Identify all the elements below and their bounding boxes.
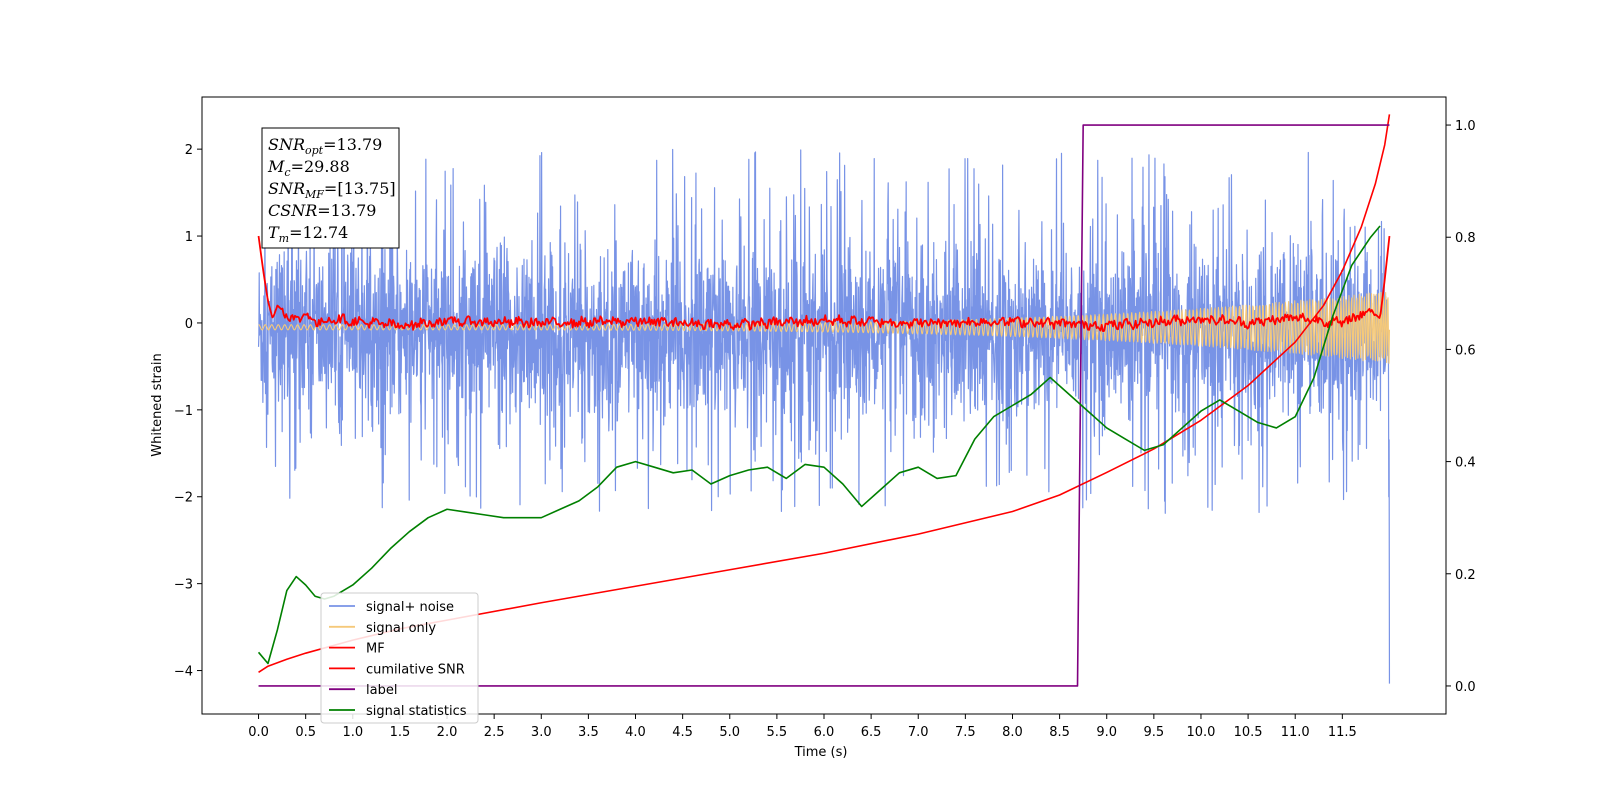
x-tick-label: 5.5 (767, 725, 788, 740)
x-tick-label: 9.5 (1144, 725, 1165, 740)
annotation-line: SNRMF=[13.75] (268, 179, 396, 201)
annotation-line: Mc=29.88 (267, 157, 350, 179)
y-tick-label: −3 (174, 578, 193, 593)
x-tick-label: 2.0 (437, 725, 458, 740)
x-tick-label: 6.0 (814, 725, 835, 740)
y-right-tick-label: 0.2 (1455, 568, 1476, 583)
y-right-tick-label: 0.4 (1455, 456, 1476, 471)
legend-label: signal+ noise (366, 600, 454, 615)
y-tick-label: 0 (185, 317, 193, 332)
legend: signal+ noise signal only MF cumilative SNR… (320, 592, 479, 724)
y-tick-label: −4 (174, 665, 193, 680)
x-axis-ticks: 0.0 0.5 1.0 1.5 2.0 2.5 3.0 3.5 4.0 4.5 5.0 5.5 6.0 6… (248, 714, 1357, 740)
annotation-line: CSNR=13.79 (268, 201, 376, 220)
x-tick-label: 0.5 (295, 725, 316, 740)
legend-label: cumilative SNR (366, 662, 465, 677)
x-tick-label: 7.0 (908, 725, 929, 740)
legend-label: signal statistics (366, 704, 467, 719)
legend-label: signal only (366, 621, 436, 636)
x-tick-label: 10.5 (1234, 725, 1263, 740)
y-right-tick-label: 0.6 (1455, 343, 1476, 358)
x-tick-label: 8.5 (1049, 725, 1070, 740)
stats-annotation-box: SNRopt=13.79Mc=29.88SNRMF=[13.75]CSNR=13… (261, 127, 400, 249)
y-right-tick-label: 1.0 (1455, 119, 1476, 134)
series-mf (257, 235, 1391, 333)
y-axis-label: Whitened strain (150, 353, 165, 456)
x-tick-label: 9.0 (1096, 725, 1117, 740)
legend-label: label (366, 683, 397, 698)
y-axis-ticks: −4 −3 −2 −1 0 1 2 (174, 143, 202, 680)
x-tick-label: 1.5 (390, 725, 411, 740)
y-tick-label: −2 (174, 491, 193, 506)
x-tick-label: 8.0 (1002, 725, 1023, 740)
x-tick-label: 2.5 (484, 725, 505, 740)
y-tick-label: −1 (174, 404, 193, 419)
x-tick-label: 3.0 (531, 725, 552, 740)
x-tick-label: 4.0 (625, 725, 646, 740)
x-axis-label: Time (s) (794, 745, 848, 760)
y-tick-label: 2 (185, 143, 193, 158)
annotation-line: SNRopt=13.79 (268, 135, 382, 157)
annotation-frame (261, 127, 400, 249)
x-tick-label: 0.0 (248, 725, 269, 740)
y-right-tick-label: 0.0 (1455, 680, 1476, 695)
x-tick-label: 3.5 (578, 725, 599, 740)
y-right-tick-label: 0.8 (1455, 231, 1476, 246)
x-tick-label: 7.5 (955, 725, 976, 740)
legend-frame (320, 592, 479, 724)
x-tick-label: 10.0 (1186, 725, 1215, 740)
series-label (258, 124, 1390, 687)
annotation-line: Tm=12.74 (268, 223, 348, 245)
x-tick-label: 11.5 (1328, 725, 1357, 740)
x-tick-label: 6.5 (861, 725, 882, 740)
x-tick-label: 11.0 (1281, 725, 1310, 740)
legend-label: MF (366, 642, 385, 657)
y-right-axis-ticks: 0.0 0.2 0.4 0.6 0.8 1.0 (1446, 119, 1476, 695)
x-tick-label: 1.0 (342, 725, 363, 740)
series-signal-only (258, 290, 1390, 364)
x-tick-label: 5.0 (719, 725, 740, 740)
y-tick-label: 1 (185, 230, 193, 245)
series-signal-statistics (257, 225, 1381, 665)
x-tick-label: 4.5 (672, 725, 693, 740)
